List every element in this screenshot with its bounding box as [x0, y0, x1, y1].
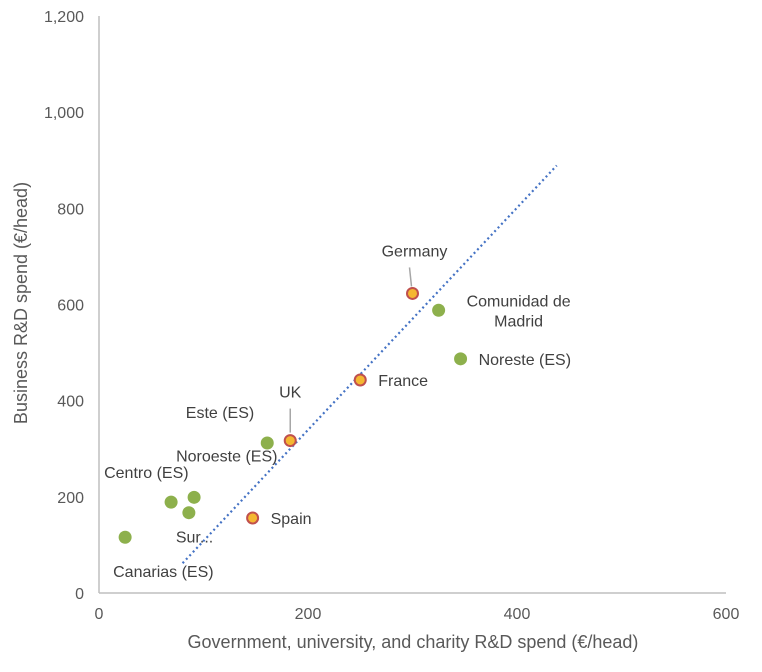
data-label: UK — [279, 385, 302, 402]
y-tick-label: 400 — [57, 394, 84, 411]
data-label: Sur... — [176, 530, 213, 547]
leader-line — [408, 267, 413, 287]
data-label: Centro (ES) — [104, 465, 188, 482]
data-point — [432, 303, 446, 317]
x-tick-label: 200 — [295, 606, 322, 623]
data-points — [118, 286, 468, 544]
y-tick-labels: 0 200 400 600 800 1,000 1,200 — [44, 9, 84, 603]
y-axis-title: Business R&D spend (€/head) — [11, 182, 31, 424]
data-label: France — [378, 373, 428, 390]
x-tick-label: 0 — [95, 606, 104, 623]
x-tick-labels: 0 200 400 600 — [95, 606, 740, 623]
trendline-group — [181, 164, 558, 564]
data-point — [283, 434, 297, 448]
data-point — [246, 511, 260, 525]
data-point — [406, 286, 419, 300]
data-point — [118, 530, 132, 544]
data-point — [454, 352, 468, 366]
data-labels: Comunidad de Madrid Noreste (ES) Este (ES) N… — [104, 243, 571, 581]
trendline — [181, 164, 558, 564]
data-label: Germany — [382, 243, 448, 260]
y-tick-label: 0 — [75, 586, 84, 603]
data-label: Spain — [271, 511, 312, 528]
x-axis-title: Government, university, and charity R&D … — [188, 632, 639, 652]
y-tick-label: 1,000 — [44, 105, 84, 122]
x-tick-label: 400 — [504, 606, 531, 623]
data-point — [187, 490, 201, 504]
data-label: Este (ES) — [186, 405, 254, 422]
data-label: Comunidad de Madrid — [467, 293, 571, 330]
data-label: Noroeste (ES) — [176, 448, 277, 465]
data-label: Noreste (ES) — [479, 352, 571, 369]
y-tick-label: 600 — [57, 298, 84, 315]
axes — [98, 16, 726, 594]
data-point — [353, 373, 367, 387]
data-point — [182, 506, 196, 520]
data-point — [260, 436, 274, 450]
data-point — [164, 495, 178, 509]
y-tick-label: 800 — [57, 201, 84, 218]
leader-lines — [289, 267, 413, 433]
y-tick-label: 1,200 — [44, 9, 84, 26]
y-tick-label: 200 — [57, 490, 84, 507]
x-tick-label: 600 — [713, 606, 740, 623]
data-label: Canarias (ES) — [113, 564, 213, 581]
